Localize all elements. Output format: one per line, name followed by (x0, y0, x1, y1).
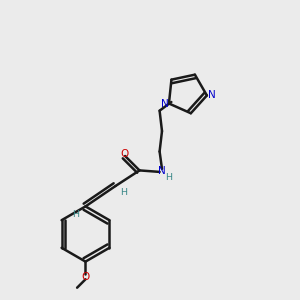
Text: O: O (121, 149, 129, 159)
Text: N: N (161, 99, 169, 109)
Text: H: H (165, 173, 172, 182)
Text: H: H (120, 188, 128, 197)
Text: O: O (81, 272, 90, 282)
Text: N: N (208, 90, 216, 100)
Text: H: H (72, 210, 80, 219)
Text: N: N (158, 166, 166, 176)
